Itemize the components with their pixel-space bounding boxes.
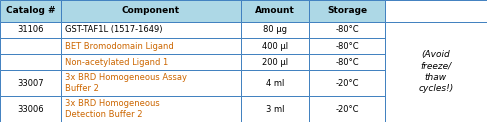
Text: Storage: Storage (327, 6, 367, 15)
Bar (0, 54, 61, 70)
Text: 3x BRD Homogeneous Assay
Buffer 2: 3x BRD Homogeneous Assay Buffer 2 (65, 73, 187, 93)
Bar (309, 96, 385, 122)
Bar (309, 54, 385, 70)
Text: (Avoid
freeze/
thaw
cycles!): (Avoid freeze/ thaw cycles!) (418, 50, 453, 93)
Bar (61, 0, 241, 22)
Bar (241, 54, 309, 70)
Bar (0, 38, 61, 54)
Bar (241, 38, 309, 54)
Text: 3x BRD Homogeneous
Detection Buffer 2: 3x BRD Homogeneous Detection Buffer 2 (65, 99, 160, 119)
Text: Amount: Amount (255, 6, 295, 15)
Text: -80°C: -80°C (335, 25, 359, 34)
Bar (0, 22, 61, 38)
Text: 400 μl: 400 μl (262, 42, 288, 51)
Bar (241, 0, 309, 22)
Bar (309, 22, 385, 38)
Bar (385, 22, 487, 122)
Text: -20°C: -20°C (335, 105, 359, 114)
Text: 31106: 31106 (17, 25, 44, 34)
Bar (385, 0, 487, 22)
Text: -80°C: -80°C (335, 58, 359, 67)
Bar (61, 54, 241, 70)
Text: Catalog #: Catalog # (6, 6, 55, 15)
Text: 4 ml: 4 ml (266, 79, 284, 88)
Text: Non-acetylated Ligand 1: Non-acetylated Ligand 1 (65, 58, 168, 67)
Text: 33006: 33006 (17, 105, 44, 114)
Bar (0, 0, 61, 22)
Bar (0, 70, 61, 96)
Bar (61, 22, 241, 38)
Bar (61, 96, 241, 122)
Text: BET Bromodomain Ligand: BET Bromodomain Ligand (65, 42, 173, 51)
Text: 200 μl: 200 μl (262, 58, 288, 67)
Bar (309, 70, 385, 96)
Bar (241, 96, 309, 122)
Text: GST-TAF1L (1517-1649): GST-TAF1L (1517-1649) (65, 25, 162, 34)
Bar (61, 38, 241, 54)
Bar (309, 38, 385, 54)
Bar (0, 96, 61, 122)
Text: -20°C: -20°C (335, 79, 359, 88)
Text: 33007: 33007 (17, 79, 44, 88)
Text: 80 μg: 80 μg (263, 25, 287, 34)
Bar (309, 0, 385, 22)
Text: Component: Component (122, 6, 180, 15)
Bar (61, 70, 241, 96)
Text: 3 ml: 3 ml (266, 105, 284, 114)
Bar (241, 70, 309, 96)
Bar (241, 22, 309, 38)
Text: -80°C: -80°C (335, 42, 359, 51)
